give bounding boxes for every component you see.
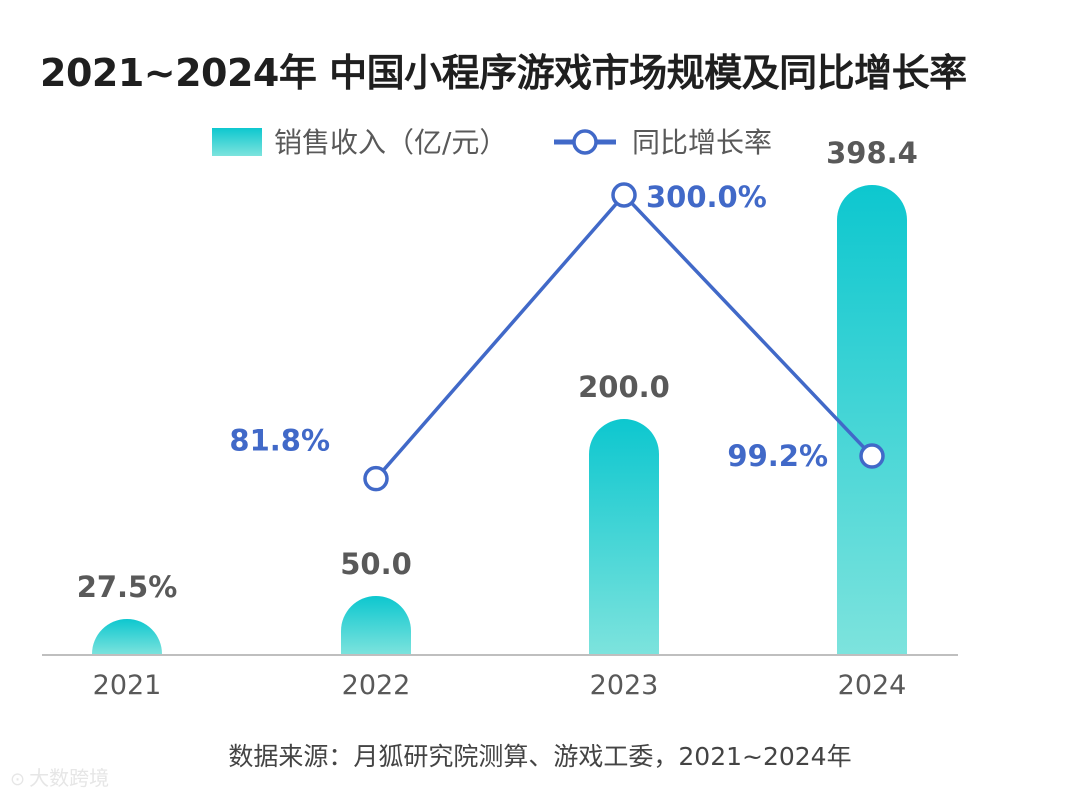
- rate-data-labels: 81.8% 300.0% 99.2%: [229, 180, 828, 473]
- bar-label-2022: 50.0: [340, 547, 412, 581]
- x-tick-2022: 2022: [342, 670, 411, 701]
- watermark: ⊙ 大数跨境: [10, 762, 109, 791]
- legend: 销售收入（亿/元） 同比增长率: [212, 126, 772, 159]
- legend-bar-swatch: [212, 128, 262, 156]
- rate-label-2023: 300.0%: [646, 180, 767, 214]
- rate-series: [363, 182, 885, 492]
- bar-data-labels: 27.5% 50.0 200.0 398.4: [77, 136, 918, 604]
- bar-series: [92, 185, 907, 655]
- x-tick-2023: 2023: [590, 670, 659, 701]
- x-axis-ticks: 2021 2022 2023 2024: [93, 670, 907, 701]
- legend-line-label: 同比增长率: [632, 126, 772, 159]
- rate-label-2024: 99.2%: [727, 439, 828, 473]
- watermark-logo-icon: ⊙: [10, 769, 26, 790]
- bar-2022: [341, 596, 411, 655]
- legend-line-marker: [572, 129, 598, 155]
- bar-label-2021: 27.5%: [77, 570, 178, 604]
- x-tick-2024: 2024: [838, 670, 907, 701]
- rate-point-2023: [611, 182, 637, 208]
- data-source-note: 数据来源：月狐研究院测算、游戏工委，2021~2024年: [228, 742, 852, 771]
- x-tick-2021: 2021: [93, 670, 162, 701]
- bar-label-2024: 398.4: [826, 136, 918, 170]
- chart-title: 2021~2024年 中国小程序游戏市场规模及同比增长率: [40, 51, 967, 95]
- rate-label-2022: 81.8%: [229, 424, 330, 458]
- rate-point-2022: [363, 465, 389, 492]
- bar-2024: [837, 185, 907, 655]
- watermark-text: 大数跨境: [29, 766, 110, 790]
- bar-label-2023: 200.0: [578, 370, 670, 404]
- legend-bar-label: 销售收入（亿/元）: [274, 126, 507, 159]
- bar-2021: [92, 619, 162, 655]
- rate-point-2024: [859, 443, 885, 469]
- bar-2023: [589, 419, 659, 655]
